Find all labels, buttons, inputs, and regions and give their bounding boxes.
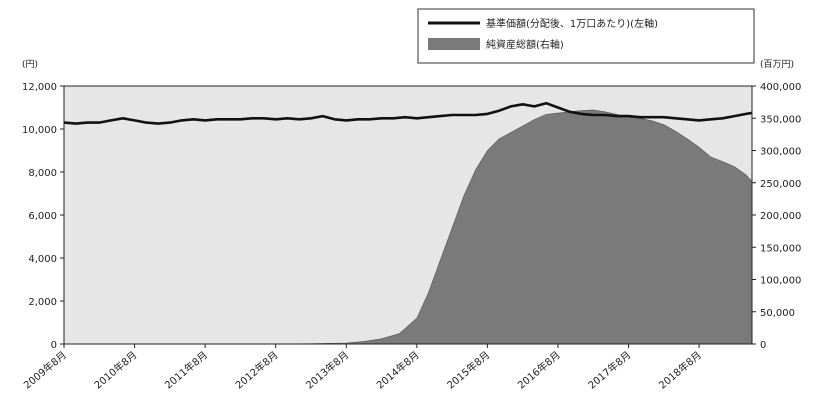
- right-axis: 0 50,000 100,000 150,000 200,000 250,000 300,0…: [752, 82, 801, 351]
- right-axis-tick-label: 50,000: [760, 308, 795, 319]
- legend-swatch-assets: [428, 38, 480, 50]
- legend: 基準価額(分配後、1万口あたり)(左軸) 純資産総額(右軸): [417, 8, 755, 64]
- left-axis-tick-label: 2,000: [28, 297, 57, 308]
- x-axis-tick-label: 2009年8月: [21, 348, 69, 391]
- left-axis-tick-label: 12,000: [22, 82, 57, 93]
- area-layer: [64, 109, 753, 345]
- left-axis-tick-label: 4,000: [28, 254, 57, 265]
- left-axis-tick-label: 10,000: [22, 125, 57, 136]
- x-axis-tick-label: 2013年8月: [303, 348, 351, 391]
- left-axis: 0 2,000 4,000 6,000 8,000 10,000 12,000: [22, 82, 64, 351]
- x-axis-tick-label: 2012年8月: [233, 348, 281, 391]
- x-axis-tick-label: 2018年8月: [656, 348, 704, 391]
- right-axis-tick-label: 150,000: [760, 243, 801, 254]
- left-axis-tick-label: 8,000: [28, 168, 57, 179]
- x-axis-tick-label: 2015年8月: [444, 348, 492, 391]
- x-axis-tick-label: 2011年8月: [162, 348, 210, 391]
- right-axis-tick-label: 400,000: [760, 82, 801, 93]
- right-axis-tick-label: 100,000: [760, 276, 801, 287]
- x-axis-tick-label: 2016年8月: [515, 348, 563, 391]
- right-axis-tick-label: 300,000: [760, 147, 801, 158]
- x-axis-tick-label: 2010年8月: [91, 348, 139, 391]
- left-axis-unit-label: (円): [22, 59, 38, 70]
- x-axis-tick-label: 2014年8月: [374, 348, 422, 391]
- legend-label-nav: 基準価額(分配後、1万口あたり)(左軸): [486, 17, 658, 30]
- right-axis-tick-label: 250,000: [760, 179, 801, 190]
- right-axis-tick-label: 200,000: [760, 211, 801, 222]
- right-axis-tick-label: 0: [760, 340, 766, 351]
- legend-box: [417, 8, 755, 64]
- left-axis-tick-label: 0: [51, 340, 57, 351]
- nav-line: [63, 101, 753, 125]
- legend-label-assets: 純資産総額(右軸): [486, 38, 564, 51]
- right-axis-unit-label: (百万円): [760, 59, 794, 70]
- net-assets-area: [64, 109, 753, 345]
- right-axis-tick-label: 350,000: [760, 114, 801, 125]
- line-layer: [63, 101, 753, 125]
- x-axis-tick-label: 2017年8月: [585, 348, 633, 391]
- left-axis-tick-label: 6,000: [28, 211, 57, 222]
- x-axis: 2009年8月 2010年8月 2011年8月 2012年8月 2013年8月 2014年…: [21, 344, 704, 392]
